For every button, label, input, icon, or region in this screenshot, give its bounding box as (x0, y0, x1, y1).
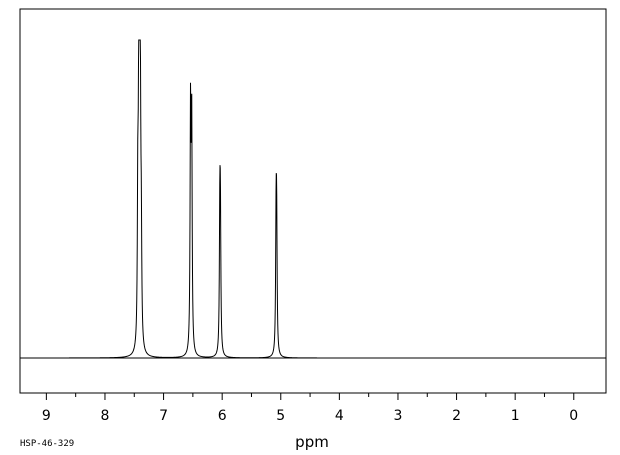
plot-frame (19, 8, 607, 394)
x-tick-label: 2 (452, 408, 461, 424)
spectrum-line (20, 39, 606, 359)
x-axis-ticks (45, 393, 575, 400)
x-tick-label: 1 (511, 408, 520, 424)
x-axis-tick-labels: 9 8 7 6 5 4 3 2 1 0 (42, 408, 578, 424)
spectrum-id-label: HSP-46-329 (20, 439, 74, 449)
x-tick-label: 9 (42, 408, 51, 424)
x-tick-label: 4 (335, 408, 344, 424)
x-tick-label: 7 (159, 408, 168, 424)
x-axis-label: ppm (295, 433, 329, 451)
x-tick-label: 8 (101, 408, 110, 424)
x-tick-label: 3 (394, 408, 403, 424)
x-tick-label: 6 (218, 408, 227, 424)
x-tick-label: 5 (276, 408, 285, 424)
x-tick-label: 0 (569, 408, 578, 424)
